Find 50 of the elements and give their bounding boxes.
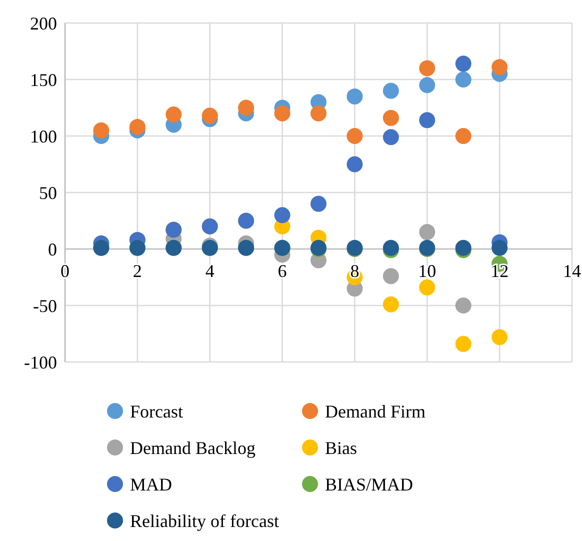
y-tick-label: -100 — [24, 352, 57, 372]
x-tick-label: 10 — [418, 261, 436, 281]
legend-label: Reliability of forcast — [130, 510, 279, 531]
y-tick-label: 50 — [39, 182, 57, 203]
point — [492, 59, 508, 76]
point — [455, 128, 472, 144]
point — [382, 82, 399, 99]
point — [202, 108, 218, 124]
point — [492, 240, 508, 256]
point — [166, 106, 182, 123]
y-tick-label: 100 — [30, 126, 57, 146]
legend-label: Bias — [325, 438, 358, 458]
legend-label: BIAS/MAD — [325, 474, 414, 494]
point — [419, 112, 436, 128]
point — [492, 329, 508, 346]
point — [310, 105, 326, 122]
point — [382, 296, 399, 312]
legend-label: Forcast — [130, 401, 183, 422]
x-tick-label: 2 — [132, 261, 142, 281]
point — [346, 88, 363, 104]
legend-label: Demand Firm — [325, 401, 426, 422]
y-tick-label: 0 — [48, 239, 57, 260]
x-tick-label: 0 — [60, 261, 70, 281]
point — [419, 77, 436, 94]
point — [455, 56, 472, 72]
point — [274, 105, 290, 122]
point — [419, 60, 436, 76]
point — [382, 268, 399, 284]
y-tick-label: 200 — [30, 13, 57, 34]
y-tick-label: -50 — [33, 296, 57, 316]
point — [382, 110, 399, 126]
point — [129, 118, 146, 135]
point — [310, 196, 326, 212]
point — [455, 72, 472, 88]
x-tick-label: 4 — [205, 261, 214, 281]
point — [382, 129, 399, 146]
point — [455, 298, 472, 314]
x-tick-label: 6 — [278, 261, 287, 281]
point — [419, 224, 436, 240]
point — [274, 207, 290, 224]
x-tick-label: 14 — [563, 261, 581, 281]
y-tick-label: 150 — [30, 70, 57, 90]
legend-label: MAD — [130, 474, 172, 494]
point — [419, 279, 436, 296]
point — [238, 100, 254, 116]
point — [93, 122, 110, 138]
point — [455, 336, 472, 352]
legend-label: Demand Backlog — [130, 438, 256, 458]
point — [346, 128, 363, 144]
point — [346, 156, 363, 172]
